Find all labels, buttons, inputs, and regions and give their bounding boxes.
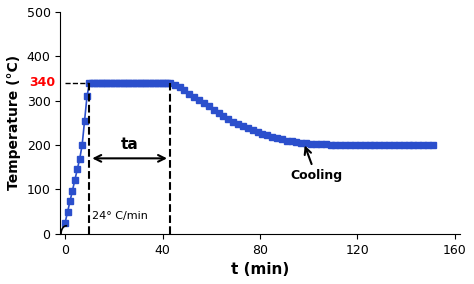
Text: ta: ta	[121, 137, 138, 152]
Text: 24° C/min: 24° C/min	[92, 211, 148, 221]
Text: 340: 340	[29, 76, 55, 89]
Y-axis label: Temperature (°C): Temperature (°C)	[7, 55, 21, 191]
X-axis label: t (min): t (min)	[231, 262, 289, 277]
Text: Cooling: Cooling	[290, 148, 342, 182]
